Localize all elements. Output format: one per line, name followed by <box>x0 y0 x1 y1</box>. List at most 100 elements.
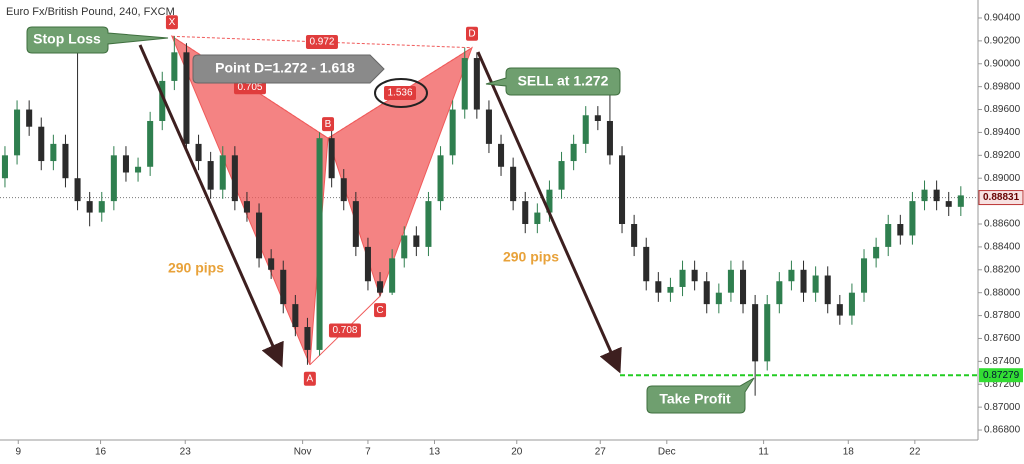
y-tick-label: 0.87200 <box>984 379 1021 390</box>
last-price-box <box>978 190 1024 206</box>
point-label: A <box>307 373 314 384</box>
x-tick-label: 11 <box>758 447 769 458</box>
x-tick-label: 13 <box>429 447 441 458</box>
candle-body <box>788 269 795 282</box>
candle-body <box>1 155 8 179</box>
candle-body <box>413 235 420 247</box>
candle-body <box>473 58 480 110</box>
candle-body <box>461 58 468 110</box>
candle-body <box>147 120 154 167</box>
point-box <box>466 26 479 41</box>
candle-body <box>437 155 444 202</box>
candle-body <box>195 143 202 162</box>
y-tick-label: 0.90400 <box>984 13 1021 24</box>
callout <box>646 377 755 414</box>
candle-body <box>389 258 396 293</box>
candle-body <box>679 269 686 287</box>
candle-body <box>582 115 589 144</box>
ratio-label: 0.705 <box>237 82 262 93</box>
candle-body <box>219 155 226 190</box>
candle-body <box>485 109 492 144</box>
ratio-box <box>384 85 417 100</box>
candle-body <box>909 201 916 236</box>
candle-body <box>510 166 517 202</box>
candle-body <box>812 275 819 293</box>
candle-body <box>534 212 541 225</box>
y-tick-label: 0.88400 <box>984 242 1021 253</box>
y-tick-label: 0.88000 <box>984 287 1021 298</box>
candle-body <box>836 304 843 316</box>
candle-body <box>292 304 299 328</box>
candle-body <box>352 201 359 247</box>
candle-body <box>340 178 347 202</box>
candle-body <box>715 292 722 305</box>
candle-body <box>498 143 505 167</box>
candle-body <box>14 109 21 156</box>
ratio-label: 0.972 <box>309 37 334 48</box>
y-tick-label: 0.89000 <box>984 173 1021 184</box>
x-tick-label: 9 <box>15 447 21 458</box>
candle-body <box>280 269 287 305</box>
last-price-label: 0.88831 <box>983 192 1020 203</box>
candle-body <box>425 201 432 247</box>
pattern-labels: 0.972 0.705 1.536 0.708 X A B C D <box>165 15 479 386</box>
candle-body <box>776 281 783 305</box>
point-d-label: Point D=1.272 - 1.618 <box>215 60 355 76</box>
candle-body <box>800 269 807 293</box>
x-tick-label: 16 <box>95 447 107 458</box>
candle-body <box>897 224 904 236</box>
y-tick-label: 0.89600 <box>984 104 1021 115</box>
candle-body <box>933 189 940 202</box>
candle-body <box>631 224 638 247</box>
candle-body <box>860 258 868 293</box>
candle-body <box>885 224 892 247</box>
y-tick-label: 0.86800 <box>984 425 1021 436</box>
point-box <box>165 15 178 30</box>
candle-body <box>122 155 129 173</box>
candle-body <box>824 275 831 305</box>
candle-body <box>243 201 250 213</box>
candle-body <box>667 286 674 293</box>
ratio-box <box>305 35 338 50</box>
candle-body <box>752 304 759 362</box>
candle-body <box>98 201 105 213</box>
callout <box>26 26 169 54</box>
y-tick-label: 0.90200 <box>984 36 1021 47</box>
y-tick-label: 0.89400 <box>984 127 1021 138</box>
candle-body <box>159 80 166 121</box>
chart-title: Euro Fx/British Pound, 240, FXCM <box>6 6 175 18</box>
grid <box>0 17 982 444</box>
candle-body <box>328 138 335 179</box>
point-label: C <box>376 305 383 316</box>
point-label: D <box>468 28 475 39</box>
arrow <box>138 44 284 368</box>
ratio-label: 0.708 <box>332 325 357 336</box>
candle-body <box>570 143 577 162</box>
y-tick-label: 0.88200 <box>984 264 1021 275</box>
ratio-box <box>233 80 266 95</box>
candle-body <box>377 281 384 293</box>
point-label: B <box>325 119 332 130</box>
take-profit-label: Take Profit <box>659 391 731 407</box>
candle-body <box>848 292 855 316</box>
point-label: X <box>169 17 176 28</box>
candle-body <box>183 52 190 144</box>
x-tick-label: Nov <box>294 447 312 458</box>
y-tick-label: 0.89200 <box>984 150 1021 161</box>
candle-body <box>364 246 371 282</box>
ratio-box <box>328 323 361 338</box>
y-tick-label: 0.87400 <box>984 356 1021 367</box>
y-tick-label: 0.87000 <box>984 402 1021 413</box>
x-tick-label: 20 <box>511 447 523 458</box>
arrow <box>476 51 622 374</box>
callout <box>192 54 385 84</box>
candle-body <box>606 120 613 156</box>
candle-body <box>62 143 69 179</box>
candle-body <box>619 155 626 225</box>
candle-body <box>727 269 734 293</box>
candle-body <box>74 178 81 202</box>
candle-body <box>304 327 311 350</box>
candle-body <box>764 304 771 362</box>
candle-body <box>522 201 529 225</box>
